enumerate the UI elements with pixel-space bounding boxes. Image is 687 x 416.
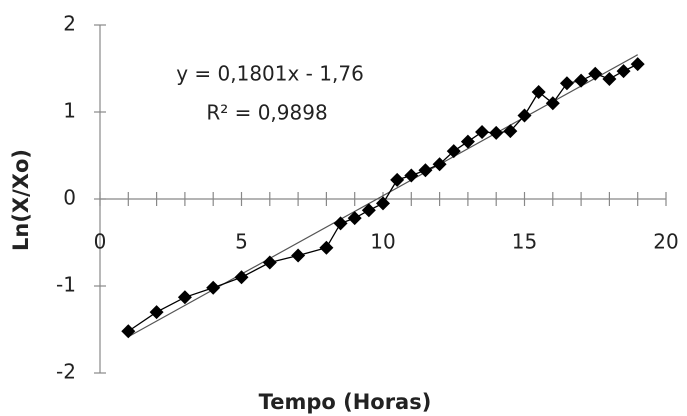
y-tick-label: -1 [56, 273, 76, 297]
x-tick-label: 10 [370, 230, 395, 254]
r-squared: R² = 0,9898 [206, 101, 327, 125]
x-tick-label: 15 [512, 230, 537, 254]
x-tick-label: 20 [653, 230, 678, 254]
y-tick-label: -2 [56, 360, 76, 384]
data-point [333, 216, 348, 231]
data-point [121, 324, 136, 339]
data-point [149, 305, 164, 320]
data-point [559, 76, 574, 91]
data-point [446, 144, 461, 159]
equation: y = 0,1801x - 1,76 [176, 62, 364, 86]
data-point [262, 255, 277, 270]
data-point [234, 270, 249, 285]
data-point [545, 96, 560, 111]
data-point [432, 157, 447, 172]
y-tick-label: 1 [63, 99, 76, 123]
data-point [616, 64, 631, 79]
data-point [588, 66, 603, 81]
data-point [418, 163, 433, 178]
data-point [177, 290, 192, 305]
data-point [404, 168, 419, 183]
data-point [574, 73, 589, 88]
data-point [206, 280, 221, 295]
x-tick-label: 5 [235, 230, 248, 254]
data-point [347, 211, 362, 226]
data-point [630, 57, 645, 72]
y-tick-label: 2 [63, 12, 76, 36]
data-point [291, 248, 306, 263]
x-tick-label: 0 [94, 230, 107, 254]
y-tick-label: 0 [63, 186, 76, 210]
trendline [128, 54, 638, 338]
data-point [361, 203, 376, 218]
x-axis-label: Tempo (Horas) [259, 390, 432, 414]
data-point [376, 196, 390, 211]
y-axis-label: Ln(X/Xo) [9, 149, 33, 251]
data-point [503, 124, 518, 139]
data-point [602, 71, 617, 86]
data-point [319, 240, 334, 255]
data-point [390, 172, 405, 187]
data-point [517, 108, 532, 123]
data-point [475, 125, 490, 140]
data-point [460, 134, 475, 149]
data-point [489, 125, 504, 140]
data-point [531, 84, 546, 99]
